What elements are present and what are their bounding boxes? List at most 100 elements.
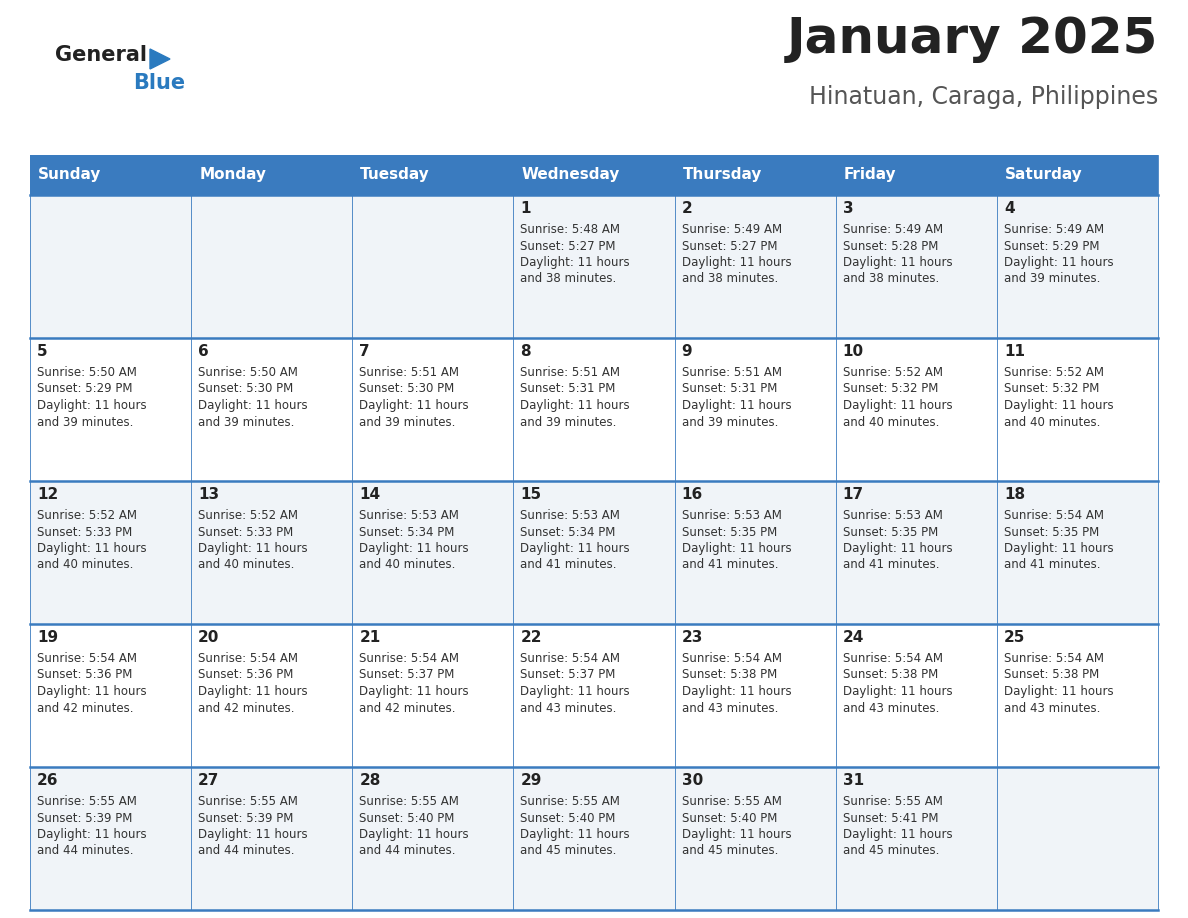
Text: Sunset: 5:32 PM: Sunset: 5:32 PM: [1004, 383, 1099, 396]
Text: Sunrise: 5:55 AM: Sunrise: 5:55 AM: [359, 795, 459, 808]
Text: Sunset: 5:38 PM: Sunset: 5:38 PM: [682, 668, 777, 681]
Text: Daylight: 11 hours: Daylight: 11 hours: [1004, 685, 1113, 698]
Text: and 45 minutes.: and 45 minutes.: [520, 845, 617, 857]
Text: 8: 8: [520, 344, 531, 359]
Text: Sunrise: 5:50 AM: Sunrise: 5:50 AM: [37, 366, 137, 379]
Text: Sunrise: 5:54 AM: Sunrise: 5:54 AM: [1004, 652, 1104, 665]
Text: Sunset: 5:35 PM: Sunset: 5:35 PM: [682, 525, 777, 539]
Text: and 43 minutes.: and 43 minutes.: [842, 701, 939, 714]
Text: Sunrise: 5:55 AM: Sunrise: 5:55 AM: [842, 795, 942, 808]
Text: Sunset: 5:40 PM: Sunset: 5:40 PM: [520, 812, 615, 824]
Text: and 45 minutes.: and 45 minutes.: [842, 845, 939, 857]
Text: and 41 minutes.: and 41 minutes.: [520, 558, 617, 572]
Text: Daylight: 11 hours: Daylight: 11 hours: [37, 685, 146, 698]
Text: Sunset: 5:39 PM: Sunset: 5:39 PM: [198, 812, 293, 824]
Text: Sunrise: 5:54 AM: Sunrise: 5:54 AM: [37, 652, 137, 665]
Text: Daylight: 11 hours: Daylight: 11 hours: [359, 685, 469, 698]
Text: Sunrise: 5:48 AM: Sunrise: 5:48 AM: [520, 223, 620, 236]
Text: Sunset: 5:30 PM: Sunset: 5:30 PM: [359, 383, 455, 396]
Text: and 40 minutes.: and 40 minutes.: [198, 558, 295, 572]
Text: Sunrise: 5:51 AM: Sunrise: 5:51 AM: [520, 366, 620, 379]
Text: Sunrise: 5:51 AM: Sunrise: 5:51 AM: [682, 366, 782, 379]
Text: Sunset: 5:38 PM: Sunset: 5:38 PM: [842, 668, 939, 681]
Text: Hinatuan, Caraga, Philippines: Hinatuan, Caraga, Philippines: [809, 85, 1158, 109]
Text: Daylight: 11 hours: Daylight: 11 hours: [520, 828, 630, 841]
Text: Sunset: 5:28 PM: Sunset: 5:28 PM: [842, 240, 939, 252]
Text: 5: 5: [37, 344, 48, 359]
Text: Daylight: 11 hours: Daylight: 11 hours: [37, 828, 146, 841]
Text: and 39 minutes.: and 39 minutes.: [1004, 273, 1100, 285]
Text: 12: 12: [37, 487, 58, 502]
Text: Sunrise: 5:54 AM: Sunrise: 5:54 AM: [1004, 509, 1104, 522]
Text: Sunrise: 5:55 AM: Sunrise: 5:55 AM: [37, 795, 137, 808]
Text: Sunrise: 5:52 AM: Sunrise: 5:52 AM: [37, 509, 137, 522]
Text: Daylight: 11 hours: Daylight: 11 hours: [520, 542, 630, 555]
Text: Sunset: 5:39 PM: Sunset: 5:39 PM: [37, 812, 132, 824]
Text: and 39 minutes.: and 39 minutes.: [520, 416, 617, 429]
Text: Daylight: 11 hours: Daylight: 11 hours: [842, 828, 953, 841]
Text: Sunrise: 5:54 AM: Sunrise: 5:54 AM: [359, 652, 460, 665]
Bar: [30, 481, 1158, 624]
Text: Daylight: 11 hours: Daylight: 11 hours: [682, 256, 791, 269]
Text: Blue: Blue: [133, 73, 185, 93]
Text: and 44 minutes.: and 44 minutes.: [359, 845, 456, 857]
Text: 11: 11: [1004, 344, 1025, 359]
Text: 27: 27: [198, 773, 220, 788]
Text: Sunset: 5:29 PM: Sunset: 5:29 PM: [37, 383, 133, 396]
Text: Sunrise: 5:54 AM: Sunrise: 5:54 AM: [198, 652, 298, 665]
Text: and 43 minutes.: and 43 minutes.: [682, 701, 778, 714]
Text: 2: 2: [682, 201, 693, 216]
Text: and 44 minutes.: and 44 minutes.: [198, 845, 295, 857]
Text: Daylight: 11 hours: Daylight: 11 hours: [1004, 542, 1113, 555]
Text: Sunset: 5:41 PM: Sunset: 5:41 PM: [842, 812, 939, 824]
Text: and 39 minutes.: and 39 minutes.: [682, 416, 778, 429]
Text: Sunset: 5:31 PM: Sunset: 5:31 PM: [520, 383, 615, 396]
Text: Sunrise: 5:54 AM: Sunrise: 5:54 AM: [520, 652, 620, 665]
Text: Sunrise: 5:55 AM: Sunrise: 5:55 AM: [520, 795, 620, 808]
Text: Sunrise: 5:53 AM: Sunrise: 5:53 AM: [520, 509, 620, 522]
Text: and 40 minutes.: and 40 minutes.: [359, 558, 456, 572]
Text: and 42 minutes.: and 42 minutes.: [198, 701, 295, 714]
Text: and 41 minutes.: and 41 minutes.: [682, 558, 778, 572]
Text: and 42 minutes.: and 42 minutes.: [359, 701, 456, 714]
Text: 18: 18: [1004, 487, 1025, 502]
Text: Daylight: 11 hours: Daylight: 11 hours: [1004, 399, 1113, 412]
Text: Sunset: 5:33 PM: Sunset: 5:33 PM: [37, 525, 132, 539]
Text: Daylight: 11 hours: Daylight: 11 hours: [198, 828, 308, 841]
Text: Daylight: 11 hours: Daylight: 11 hours: [520, 685, 630, 698]
Text: Daylight: 11 hours: Daylight: 11 hours: [520, 256, 630, 269]
Text: Sunrise: 5:49 AM: Sunrise: 5:49 AM: [682, 223, 782, 236]
Text: Daylight: 11 hours: Daylight: 11 hours: [37, 542, 146, 555]
Text: Friday: Friday: [843, 167, 896, 183]
Text: and 38 minutes.: and 38 minutes.: [842, 273, 939, 285]
Text: Sunrise: 5:53 AM: Sunrise: 5:53 AM: [682, 509, 782, 522]
Text: Sunrise: 5:51 AM: Sunrise: 5:51 AM: [359, 366, 460, 379]
Text: Sunset: 5:34 PM: Sunset: 5:34 PM: [359, 525, 455, 539]
Text: and 38 minutes.: and 38 minutes.: [520, 273, 617, 285]
Text: Daylight: 11 hours: Daylight: 11 hours: [842, 399, 953, 412]
Text: Daylight: 11 hours: Daylight: 11 hours: [359, 828, 469, 841]
Text: 16: 16: [682, 487, 703, 502]
Text: Sunrise: 5:52 AM: Sunrise: 5:52 AM: [198, 509, 298, 522]
Text: 17: 17: [842, 487, 864, 502]
Text: Daylight: 11 hours: Daylight: 11 hours: [682, 399, 791, 412]
Text: Sunset: 5:29 PM: Sunset: 5:29 PM: [1004, 240, 1099, 252]
Polygon shape: [150, 49, 170, 69]
Text: Thursday: Thursday: [683, 167, 762, 183]
Text: Sunset: 5:27 PM: Sunset: 5:27 PM: [520, 240, 615, 252]
Text: Daylight: 11 hours: Daylight: 11 hours: [682, 828, 791, 841]
Text: Daylight: 11 hours: Daylight: 11 hours: [359, 399, 469, 412]
Text: Daylight: 11 hours: Daylight: 11 hours: [682, 685, 791, 698]
Text: Daylight: 11 hours: Daylight: 11 hours: [1004, 256, 1113, 269]
Text: 25: 25: [1004, 630, 1025, 645]
Text: Wednesday: Wednesday: [522, 167, 620, 183]
Text: General: General: [55, 45, 147, 65]
Text: 7: 7: [359, 344, 369, 359]
Text: Daylight: 11 hours: Daylight: 11 hours: [198, 542, 308, 555]
Text: 15: 15: [520, 487, 542, 502]
Text: Sunset: 5:31 PM: Sunset: 5:31 PM: [682, 383, 777, 396]
Text: 23: 23: [682, 630, 703, 645]
Text: Sunrise: 5:49 AM: Sunrise: 5:49 AM: [842, 223, 943, 236]
Text: and 41 minutes.: and 41 minutes.: [1004, 558, 1100, 572]
Text: Sunset: 5:40 PM: Sunset: 5:40 PM: [359, 812, 455, 824]
